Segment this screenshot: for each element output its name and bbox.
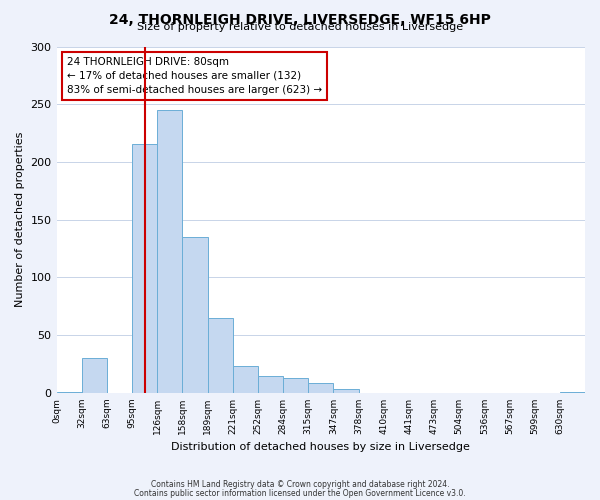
Text: Size of property relative to detached houses in Liversedge: Size of property relative to detached ho… xyxy=(137,22,463,32)
Bar xyxy=(182,237,208,393)
Bar xyxy=(560,392,585,393)
Text: Contains HM Land Registry data © Crown copyright and database right 2024.: Contains HM Land Registry data © Crown c… xyxy=(151,480,449,489)
Y-axis label: Number of detached properties: Number of detached properties xyxy=(15,132,25,308)
X-axis label: Distribution of detached houses by size in Liversedge: Distribution of detached houses by size … xyxy=(172,442,470,452)
Bar xyxy=(258,376,283,393)
Bar xyxy=(308,382,334,393)
Text: 24 THORNLEIGH DRIVE: 80sqm
← 17% of detached houses are smaller (132)
83% of sem: 24 THORNLEIGH DRIVE: 80sqm ← 17% of deta… xyxy=(67,57,322,95)
Bar xyxy=(283,378,308,393)
Bar xyxy=(157,110,182,393)
Bar xyxy=(233,366,258,393)
Text: Contains public sector information licensed under the Open Government Licence v3: Contains public sector information licen… xyxy=(134,488,466,498)
Bar xyxy=(334,390,359,393)
Bar xyxy=(82,358,107,393)
Text: 24, THORNLEIGH DRIVE, LIVERSEDGE, WF15 6HP: 24, THORNLEIGH DRIVE, LIVERSEDGE, WF15 6… xyxy=(109,12,491,26)
Bar xyxy=(56,392,82,393)
Bar xyxy=(132,144,157,393)
Bar xyxy=(208,318,233,393)
